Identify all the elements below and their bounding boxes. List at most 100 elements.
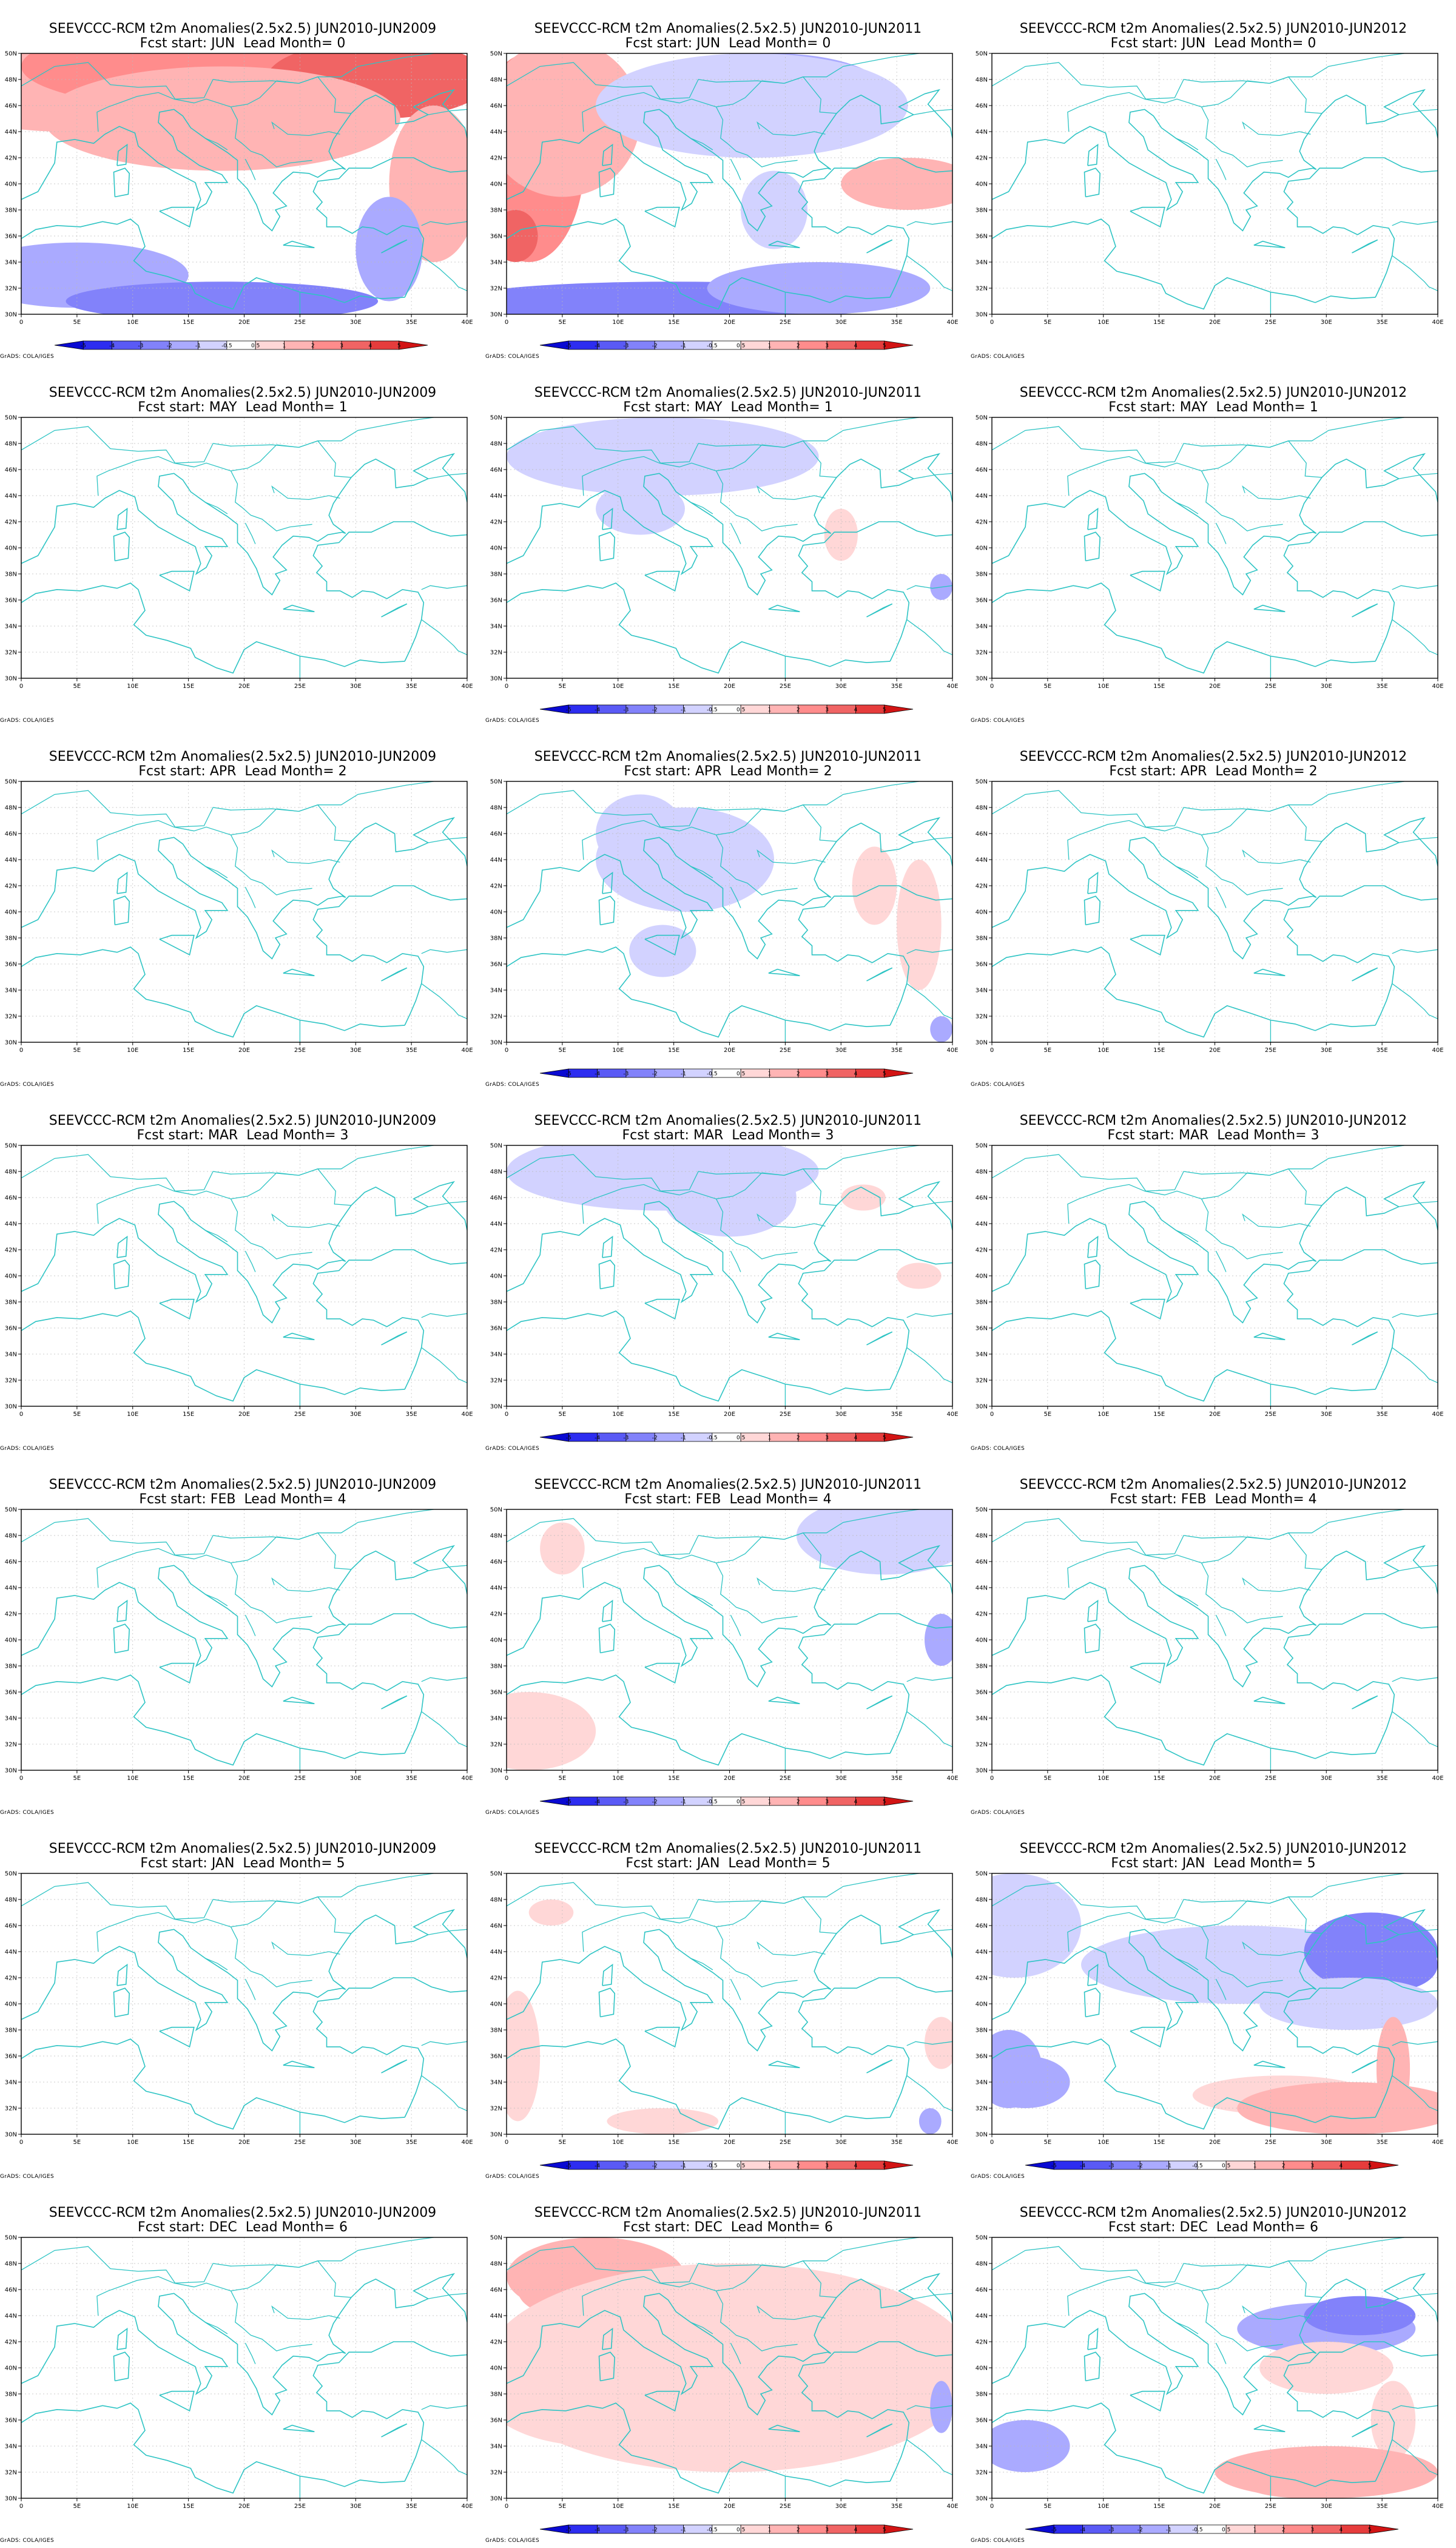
colorbar-cell [568, 2524, 598, 2534]
colorbar-label: 1 [768, 343, 772, 349]
x-tick-label: 10E [1097, 1411, 1109, 1418]
coastline [381, 2423, 408, 2438]
border-line [906, 255, 952, 291]
panel-subtitle: Fcst start: DEC Lead Month= 6 [1108, 2220, 1318, 2235]
y-tick-label: 46N [5, 103, 17, 110]
y-tick-label: 32N [5, 2106, 17, 2112]
coastline [159, 1662, 195, 1684]
border-line [1288, 2260, 1322, 2298]
border-line [992, 790, 1289, 827]
map-panel: 0 5E 10E 15E 20E 25E 30E 35E 40E 30N 32N 34N 36N 38N 4… [485, 728, 971, 1092]
border-line [715, 2290, 798, 2351]
x-tick-label: 25E [1265, 319, 1276, 326]
border-line [421, 1347, 467, 1383]
border-line [244, 1250, 256, 1272]
colorbar-cell [1255, 2160, 1284, 2170]
colorbar-label: -5 [566, 1071, 571, 1077]
border-line [421, 619, 467, 655]
graticule [21, 53, 467, 314]
y-tick-label: 30N [976, 676, 988, 682]
coastline [602, 1963, 613, 1986]
border-line [582, 2276, 659, 2316]
panel-subtitle: Fcst start: MAY Lead Month= 1 [138, 400, 348, 415]
coastline [1283, 157, 1438, 298]
coastline [507, 453, 952, 596]
border-line [1247, 2237, 1404, 2268]
y-tick-label: 42N [490, 1975, 502, 1982]
coastline [1087, 1599, 1099, 1622]
x-tick-label: 30E [1321, 2503, 1332, 2510]
colorbar-cell [798, 2160, 827, 2170]
colorbar-label: 0.5 [736, 1071, 745, 1077]
colorbar-cell [625, 704, 655, 714]
y-tick-label: 50N [490, 1871, 502, 1878]
coastline [1283, 1249, 1438, 1390]
x-tick-label: 15E [1153, 319, 1165, 326]
colorbar-cell [769, 2160, 799, 2170]
panel-title: SEEVCCC-RCM t2m Anomalies(2.5x2.5) JUN20… [1019, 1113, 1407, 1128]
y-tick-label: 32N [5, 1742, 17, 1748]
border-line [1067, 1548, 1145, 1588]
y-tick-label: 48N [976, 1897, 988, 1904]
panel-title: SEEVCCC-RCM t2m Anomalies(2.5x2.5) JUN20… [534, 2205, 922, 2220]
coastline [507, 2038, 891, 2130]
colorbar-cell [568, 340, 598, 350]
colorbar-cell [884, 2524, 914, 2534]
colorbar-cell [798, 2524, 827, 2534]
colorbar-cell [369, 340, 400, 350]
border-line [204, 2322, 228, 2334]
x-tick-label: 0 [990, 1775, 994, 1782]
border-line [757, 485, 826, 500]
border-line [421, 1677, 467, 1682]
border-line [1247, 1145, 1404, 1176]
y-tick-label: 38N [5, 935, 17, 942]
y-tick-label: 50N [490, 2235, 502, 2242]
colorbar: -5 -4 -3 -2 -1 -0.5 0.5 1 2 3 4 5 [539, 2524, 914, 2534]
y-tick-label: 48N [490, 1533, 502, 1540]
graticule [21, 2237, 467, 2498]
coastline [992, 1310, 1376, 1402]
border-line [428, 2293, 467, 2299]
coastlines [992, 1509, 1438, 1770]
panel-title: SEEVCCC-RCM t2m Anomalies(2.5x2.5) JUN20… [49, 1841, 437, 1856]
y-tick-label: 30N [5, 2496, 17, 2502]
x-tick-label: 0 [19, 1411, 23, 1418]
y-tick-label: 44N [5, 1221, 17, 1228]
colorbar-cell [884, 1432, 914, 1442]
coastline [283, 604, 315, 613]
anomaly-region [1237, 2082, 1438, 2134]
y-tick-label: 36N [490, 2054, 502, 2060]
border-line [913, 1201, 952, 1207]
colorbar-cell [654, 704, 684, 714]
map-panel: 0 5E 10E 15E 20E 25E 30E 35E 40E 30N 32N 34N 36N 38N 4… [0, 2184, 485, 2548]
border-line [96, 1548, 174, 1588]
coastline [507, 1909, 952, 2052]
border-line [913, 109, 952, 115]
border-line [204, 866, 228, 878]
coastline [798, 1249, 952, 1390]
x-tick-label: 40E [1432, 683, 1443, 690]
coastlines [507, 2237, 952, 2498]
x-tick-label: 25E [1265, 683, 1276, 690]
y-tick-label: 44N [976, 1221, 988, 1228]
coastline [21, 218, 405, 310]
border-line [1392, 2439, 1438, 2475]
coastline [381, 967, 408, 982]
y-tick-label: 34N [976, 1352, 988, 1358]
colorbar-label: 4 [369, 343, 372, 349]
coastline [312, 157, 467, 298]
coastlines [21, 781, 467, 1042]
coastline [159, 1298, 195, 1320]
colorbar-label: -2 [652, 1071, 658, 1077]
coastline [992, 1674, 1376, 1766]
border-line [1201, 834, 1283, 895]
colorbar-label: 0.5 [736, 1799, 745, 1805]
x-tick-label: 15E [668, 683, 679, 690]
axes: 0 5E 10E 15E 20E 25E 30E 35E 40E 30N 32N 34N 36N 38N 4… [976, 1871, 1444, 2146]
x-tick-label: 15E [1153, 683, 1165, 690]
colorbar-label: -4 [109, 343, 115, 349]
border-line [317, 1532, 351, 1570]
coastline [381, 1331, 408, 1346]
border-line [271, 121, 340, 136]
x-tick-label: 30E [835, 1047, 847, 1054]
